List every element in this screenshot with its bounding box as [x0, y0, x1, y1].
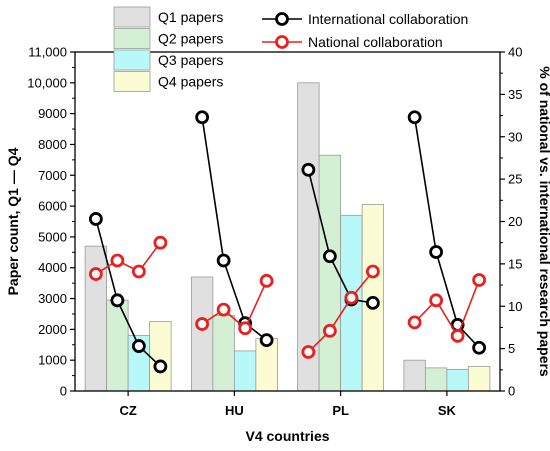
y-axis-title: Paper count, Q1 — Q4: [5, 147, 21, 295]
point-national-sk-4: [472, 273, 487, 287]
left-tick-label: 11,000: [28, 45, 67, 60]
point-national-hu-1: [195, 317, 210, 331]
right-tick-label: 15: [508, 256, 522, 271]
bar-hu-q3: [233, 350, 257, 392]
left-tick-label: 6000: [38, 199, 67, 214]
x-tick-label: CZ: [119, 403, 136, 418]
left-tick-label: 4000: [38, 260, 67, 275]
point-international-cz-3: [131, 339, 146, 353]
legend-swatch-q2: [113, 28, 151, 49]
line-international-pl: [307, 169, 373, 304]
lines-group: [88, 110, 487, 374]
right-tick-label: 35: [508, 87, 522, 102]
x-axis: CZ HU PL SK: [119, 391, 457, 418]
legend-label-q4: Q4 papers: [158, 74, 223, 90]
point-international-hu-4: [259, 333, 274, 348]
x-tick-label: HU: [225, 403, 244, 418]
line-national-sk: [414, 279, 480, 338]
right-axis: 0 5 10 15 20 25 30 35 40: [500, 45, 522, 399]
left-tick-label: 2000: [38, 322, 67, 337]
bar-sk-q2: [424, 367, 448, 392]
left-tick-label: 10,000: [27, 75, 67, 90]
y2-axis-title: % of national vs. international research…: [537, 66, 550, 377]
legend-swatch-q1: [113, 6, 151, 28]
point-international-cz-1: [88, 212, 103, 226]
point-national-pl-4: [365, 264, 380, 279]
legend-marker-national: [275, 35, 289, 49]
bar-hu-q1: [190, 276, 214, 392]
left-tick-label: 0: [60, 384, 67, 399]
point-international-sk-4: [472, 340, 487, 355]
x-tick-label: PL: [332, 403, 349, 418]
point-national-cz-1: [88, 267, 103, 281]
legend-label-q2: Q2 papers: [158, 31, 223, 47]
point-national-pl-2: [322, 323, 337, 338]
legend-swatch-q3: [113, 49, 151, 71]
point-national-sk-2: [429, 293, 444, 308]
point-national-cz-3: [131, 264, 146, 279]
legend-marker-international: [275, 12, 289, 26]
line-international-cz: [95, 218, 161, 368]
point-national-hu-2: [216, 302, 231, 317]
bar-cz-q4: [149, 321, 172, 392]
legend-label-q1: Q1 papers: [158, 9, 223, 25]
point-international-hu-2: [216, 253, 231, 268]
x-tick-label: SK: [438, 403, 457, 418]
left-tick-label: 9000: [38, 106, 67, 121]
legend-swatch-q4: [113, 71, 151, 92]
point-national-hu-4: [259, 273, 274, 288]
point-international-cz-4: [153, 359, 168, 374]
left-tick-label: 1000: [38, 353, 67, 368]
right-tick-label: 0: [508, 384, 515, 399]
point-international-pl-4: [365, 295, 380, 310]
point-national-cz-2: [110, 253, 125, 268]
line-national-hu: [201, 280, 268, 330]
right-tick-label: 25: [508, 172, 522, 187]
bar-sk-q1: [403, 359, 426, 392]
point-national-hu-3: [238, 321, 253, 336]
line-national-pl: [307, 270, 374, 353]
line-national-cz: [95, 242, 162, 275]
left-tick-label: 3000: [38, 291, 67, 306]
right-tick-label: 40: [508, 45, 522, 60]
line-international-hu: [201, 117, 268, 341]
x-axis-title: V4 countries: [245, 428, 329, 444]
point-national-cz-4: [153, 235, 168, 250]
point-international-pl-1: [301, 162, 316, 177]
legend-label-international: International collaboration: [308, 11, 468, 27]
bar-sk-q3: [446, 369, 469, 392]
left-axis: 0 1000 2000 3000 4000 5000 6000 7000 8000 9000 10,…: [27, 45, 75, 399]
point-international-sk-2: [429, 245, 444, 259]
left-tick-label: 8000: [38, 137, 67, 152]
point-international-pl-2: [322, 249, 337, 264]
point-national-sk-1: [407, 315, 422, 330]
point-international-cz-2: [110, 293, 125, 308]
right-tick-label: 30: [508, 129, 522, 144]
left-tick-label: 7000: [38, 168, 67, 183]
bar-hu-q2: [212, 315, 235, 392]
point-international-sk-1: [407, 110, 422, 125]
bar-sk-q4: [467, 365, 491, 392]
point-national-sk-3: [450, 329, 465, 343]
legend-label-national: National collaboration: [308, 34, 443, 50]
legend-lines: International collaboration National coll…: [262, 11, 468, 50]
bars-group: [84, 82, 491, 392]
legend-label-q3: Q3 papers: [158, 52, 223, 68]
right-tick-label: 10: [508, 299, 522, 314]
point-national-pl-3: [344, 290, 359, 305]
point-international-hu-1: [195, 110, 210, 125]
left-tick-label: 5000: [38, 229, 67, 244]
right-tick-label: 5: [508, 341, 515, 356]
point-national-pl-1: [301, 345, 316, 359]
line-international-sk: [413, 117, 480, 349]
right-tick-label: 20: [508, 214, 522, 229]
legend-bars: Q1 papers Q2 papers Q3 papers Q4 papers: [113, 6, 223, 92]
bar-cz-q2: [106, 299, 129, 392]
